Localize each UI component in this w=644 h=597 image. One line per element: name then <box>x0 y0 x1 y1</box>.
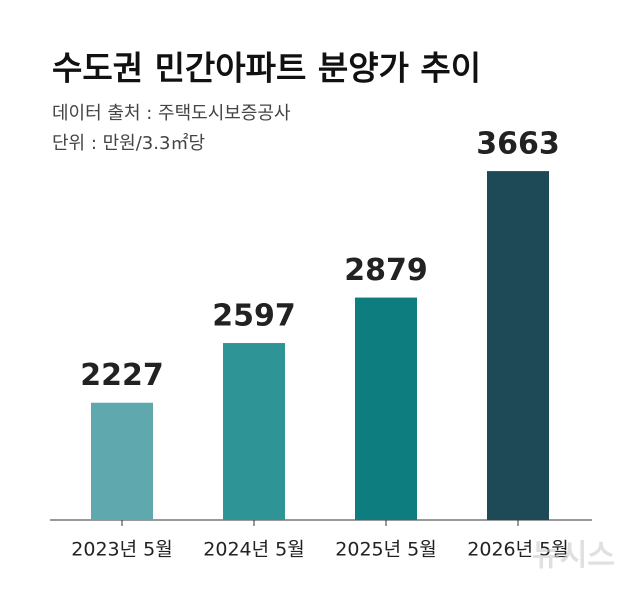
subtitle: 단위 : 만원/3.3㎡당 <box>52 132 205 154</box>
x-tick-label: 2025년 5월 <box>335 539 436 561</box>
value-label: 3663 <box>476 127 560 162</box>
bar <box>355 297 417 520</box>
x-tick-label: 2024년 5월 <box>203 539 304 561</box>
subtitle: 데이터 출처 : 주택도시보증공사 <box>52 103 291 124</box>
x-tick-label: 2026년 5월 <box>467 539 568 561</box>
bar <box>487 171 549 520</box>
bar <box>91 402 153 520</box>
value-label: 2597 <box>212 299 296 334</box>
value-label: 2227 <box>80 358 164 393</box>
x-tick-label: 2023년 5월 <box>71 539 172 561</box>
chart-title: 수도권 민간아파트 분양가 추이 <box>52 49 481 88</box>
bar <box>223 343 285 520</box>
value-label: 2879 <box>344 253 428 288</box>
watermark: 뉴시스 <box>532 539 615 574</box>
